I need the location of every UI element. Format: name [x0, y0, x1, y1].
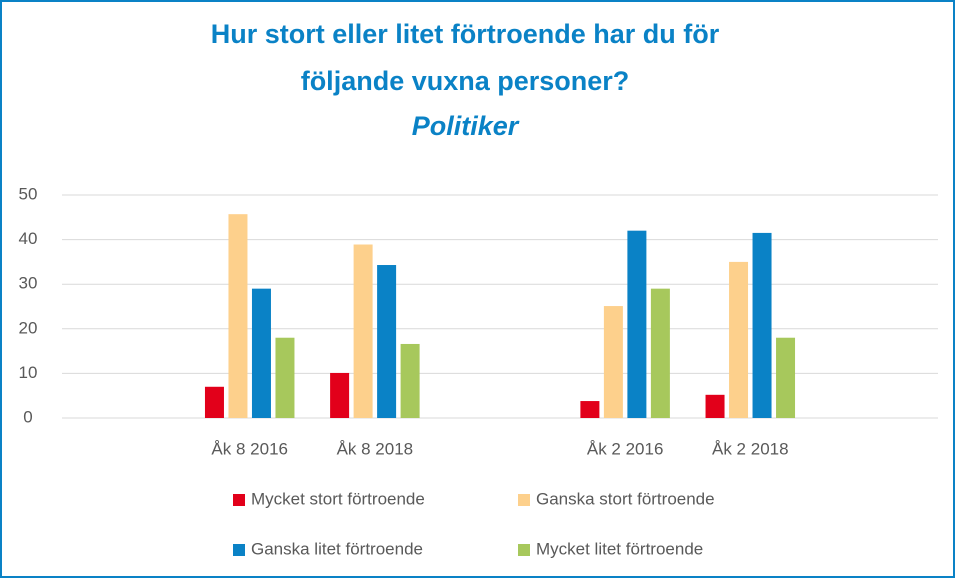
legend-swatch: [518, 544, 530, 556]
bar: [752, 232, 772, 418]
legend-label: Ganska stort förtroende: [536, 489, 715, 508]
x-tick-label: Åk 2 2018: [712, 439, 789, 458]
chart-title: följande vuxna personer?: [301, 66, 630, 96]
bar: [228, 214, 248, 418]
legend-swatch: [233, 544, 245, 556]
y-tick-label: 0: [23, 407, 32, 426]
legend-swatch: [233, 494, 245, 506]
legend-label: Mycket litet förtroende: [536, 539, 703, 558]
chart-title: Hur stort eller litet förtroende har du …: [211, 19, 720, 49]
bar: [627, 230, 647, 418]
bar: [377, 265, 397, 418]
bar: [330, 372, 350, 418]
legend-swatch: [518, 494, 530, 506]
bar: [650, 288, 670, 418]
x-tick-label: Åk 8 2016: [211, 439, 288, 458]
bar: [275, 337, 295, 418]
bar: [251, 288, 271, 418]
bar: [400, 343, 420, 418]
y-tick-label: 10: [19, 363, 38, 382]
legend-label: Ganska litet förtroende: [251, 539, 423, 558]
bar: [603, 306, 623, 418]
x-tick-label: Åk 2 2016: [587, 439, 664, 458]
chart-subtitle: Politiker: [412, 111, 520, 141]
bar: [353, 244, 373, 418]
bar: [580, 401, 600, 418]
y-tick-label: 50: [19, 184, 38, 203]
y-tick-label: 20: [19, 318, 38, 337]
y-tick-label: 40: [19, 229, 38, 248]
bar: [204, 386, 224, 418]
bar: [776, 337, 796, 418]
legend-label: Mycket stort förtroende: [251, 489, 425, 508]
y-tick-label: 30: [19, 274, 38, 293]
bar: [729, 261, 749, 418]
bar: [705, 394, 725, 418]
x-tick-label: Åk 8 2018: [337, 439, 414, 458]
